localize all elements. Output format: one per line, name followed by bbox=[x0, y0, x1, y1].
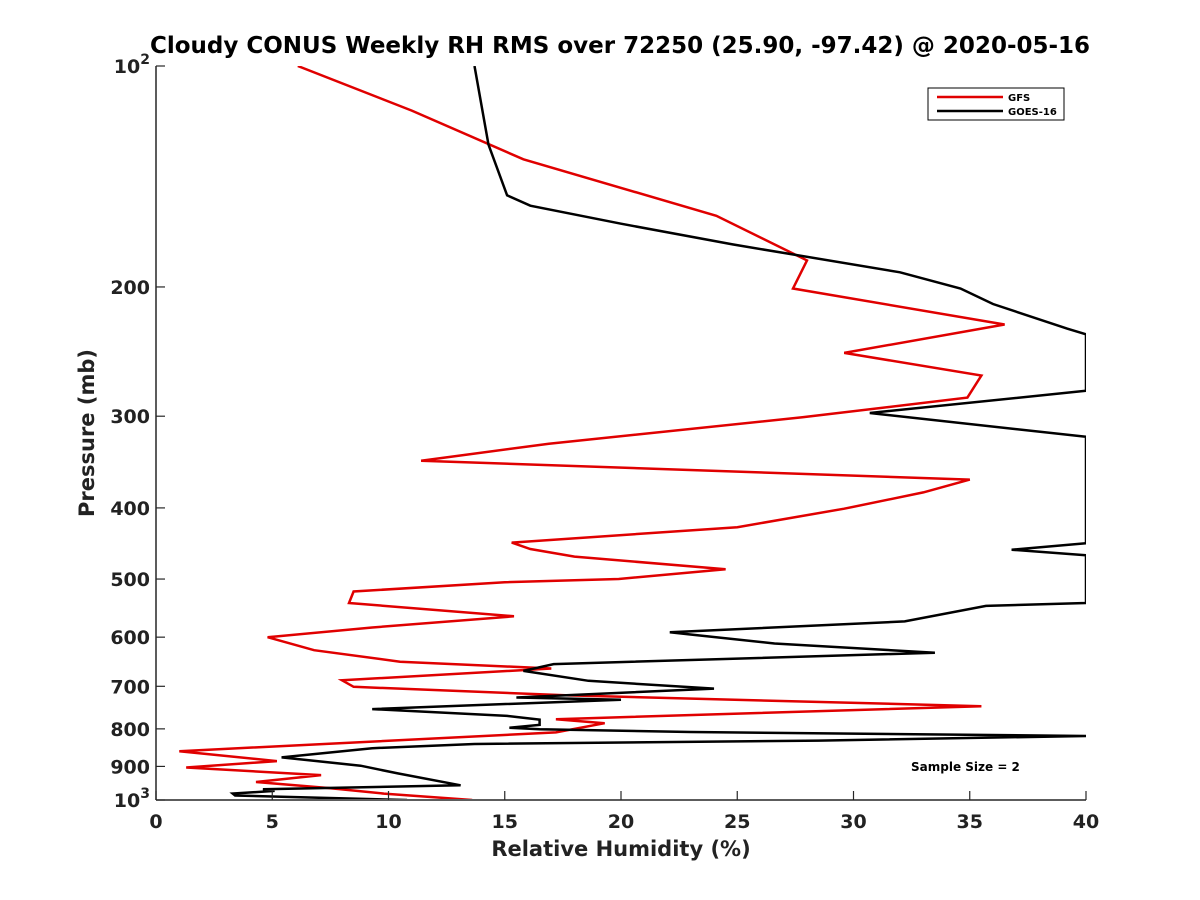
x-tick-label: 40 bbox=[1073, 811, 1099, 833]
y-tick-label: 103 bbox=[114, 786, 150, 812]
legend-box bbox=[927, 87, 1065, 121]
series-line-goes16 bbox=[229, 66, 1086, 799]
y-tick-label: 600 bbox=[110, 627, 150, 649]
y-tick-label: 800 bbox=[110, 719, 150, 741]
plot-area bbox=[155, 66, 1086, 801]
x-tick-label: 0 bbox=[149, 811, 162, 833]
y-tick-label: 900 bbox=[110, 756, 150, 778]
y-tick-label: 200 bbox=[110, 277, 150, 299]
x-tick-label: 25 bbox=[724, 811, 750, 833]
sample-size-annotation: Sample Size = 2 bbox=[911, 760, 1020, 774]
x-tick-label: 15 bbox=[492, 811, 518, 833]
y-axis-label: Pressure (mb) bbox=[75, 349, 99, 517]
y-tick-label: 700 bbox=[110, 676, 150, 698]
y-tick-label: 500 bbox=[110, 569, 150, 591]
y-axis-ticks: 102 200 300 400 500 600 700 800 900 103 bbox=[110, 52, 165, 812]
x-axis-ticks: 0 5 10 15 20 25 30 35 40 bbox=[149, 791, 1099, 833]
y-tick-label: 300 bbox=[110, 406, 150, 428]
x-tick-label: 20 bbox=[608, 811, 634, 833]
y-tick-label: 102 bbox=[114, 52, 150, 78]
x-tick-label: 10 bbox=[375, 811, 401, 833]
x-tick-label: 30 bbox=[840, 811, 866, 833]
x-tick-label: 5 bbox=[266, 811, 279, 833]
legend-label-goes16: GOES-16 bbox=[1008, 107, 1057, 118]
y-tick-label: 400 bbox=[110, 498, 150, 520]
x-tick-label: 35 bbox=[957, 811, 983, 833]
x-axis-label: Relative Humidity (%) bbox=[491, 837, 750, 861]
series-line-gfs bbox=[179, 66, 1005, 799]
chart-title: Cloudy CONUS Weekly RH RMS over 72250 (2… bbox=[150, 33, 1090, 59]
series-layer bbox=[179, 66, 1086, 799]
legend-label-gfs: GFS bbox=[1008, 93, 1030, 104]
legend: GFS GOES-16 bbox=[927, 87, 1065, 121]
